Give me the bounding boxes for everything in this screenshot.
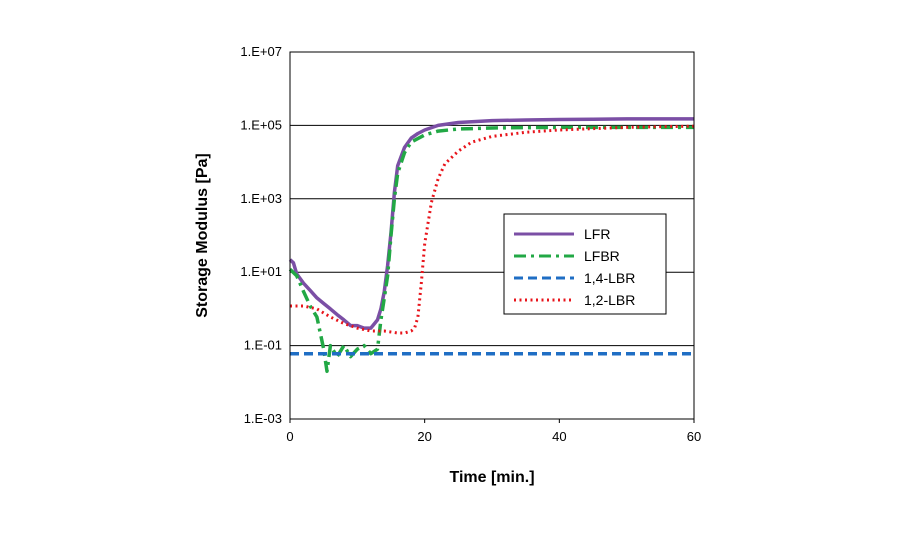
plot-area-frame [289,51,695,420]
y-axis-ticks: 1.E-03 1.E-01 1.E+01 1.E+03 1.E+05 1.E+07 [240,44,282,426]
y-tick-label: 1.E+05 [240,117,282,132]
legend-label: LFBR [584,248,620,264]
legend: LFR LFBR 1,4-LBR 1,2-LBR [503,213,667,315]
x-tick-label: 60 [687,429,701,444]
y-tick-label: 1.E-03 [244,411,282,426]
legend-label: 1,4-LBR [584,270,635,286]
legend-label: LFR [584,226,610,242]
y-tick-label: 1.E-01 [244,338,282,353]
series-line-1-2-lbr [290,124,695,335]
x-tick-label: 0 [286,429,293,444]
y-tick-label: 1.E+07 [240,44,282,59]
x-axis-ticks: 0 20 40 60 [286,419,701,444]
x-tick-label: 40 [552,429,566,444]
y-tick-label: 1.E+01 [240,264,282,279]
legend-label: 1,2-LBR [584,292,635,308]
legend-box [503,213,667,315]
x-tick-label: 20 [417,429,431,444]
x-axis-title: Time [min.] [449,469,534,486]
series-line-lfbr [288,125,694,374]
y-axis-title: Storage Modulus [Pa] [194,153,211,317]
y-tick-label: 1.E+03 [240,191,282,206]
series-lines [288,117,695,374]
